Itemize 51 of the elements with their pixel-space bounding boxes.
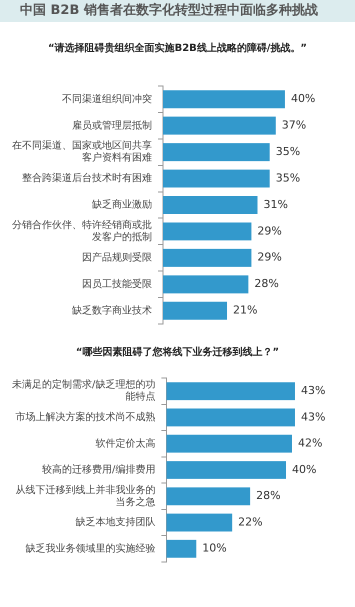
y-tick-label: 分销合作伙伴、特许经销商或批发客户的抵制: [12, 219, 152, 244]
data-label: 29%: [257, 224, 282, 238]
data-label: 37%: [282, 118, 306, 132]
chart-title: 中国 B2B 销售者在数字化转型过程中面临多种挑战: [0, 0, 355, 22]
y-tick-label: 因员工技能受限: [82, 278, 152, 290]
data-label: 21%: [233, 304, 258, 317]
bar: [163, 222, 252, 240]
data-label: 35%: [276, 144, 300, 158]
y-tick-label: 软件定价太高: [95, 437, 156, 450]
data-label: 22%: [238, 515, 263, 528]
y-tick-label: 缺乏本地支持团队: [75, 516, 156, 528]
y-tick-label: 雇员或管理层抵制: [72, 119, 152, 132]
data-label: 28%: [254, 277, 279, 290]
y-tick-label: 整合跨渠道后台技术时有困难: [22, 172, 152, 184]
data-label: 35%: [276, 171, 300, 184]
data-label: 28%: [256, 489, 281, 502]
y-tick-label: 未满足的定制需求/缺乏理想的功能特点: [12, 378, 156, 403]
bar: [166, 461, 286, 479]
y-tick-label: 在不同渠道、国家或地区间共享客户资料有困难: [12, 140, 152, 164]
data-label: 29%: [257, 250, 282, 264]
data-label: 43%: [300, 410, 326, 424]
bar: [163, 90, 285, 108]
y-tick-label: 因产品规则受限: [82, 251, 152, 264]
data-label: 10%: [202, 542, 227, 555]
bar: [166, 382, 295, 400]
chart-subtitle: “请选择阻碍贵组织全面实施B2B线上战略的障碍/挑战。”: [47, 42, 308, 56]
bar: [163, 170, 270, 188]
y-tick-label: 缺乏数字商业技术: [72, 304, 152, 316]
bar: [166, 540, 196, 558]
data-label: 31%: [264, 198, 288, 211]
bar: [163, 196, 258, 214]
bar: [163, 275, 248, 294]
bar: [166, 434, 292, 453]
bar: [163, 143, 270, 162]
y-tick-label: 不同渠道组织间冲突: [62, 92, 152, 105]
chart-title: “哪些因素阻碍了您将线下业务迁移到线上？”: [74, 346, 280, 360]
y-tick-label: 较高的迁移费用/编排费用: [42, 464, 156, 476]
bar: [166, 514, 232, 532]
bar: [166, 408, 295, 426]
y-tick-label: 从线下迁移到线上并非我业务的当务之急: [15, 484, 156, 508]
bar: [166, 487, 250, 506]
y-tick-label: 缺乏我业务领域里的实施经验: [25, 542, 156, 554]
bar: [163, 302, 228, 320]
y-tick-label: 缺乏商业激励: [92, 198, 152, 211]
bar: [163, 248, 252, 267]
data-label: 40%: [290, 92, 316, 106]
data-label: 43%: [300, 384, 326, 397]
data-label: 40%: [292, 462, 316, 476]
y-tick-label: 市场上解决方案的技术尚不成熟: [15, 411, 156, 424]
bar: [163, 116, 276, 135]
data-label: 42%: [298, 436, 322, 450]
